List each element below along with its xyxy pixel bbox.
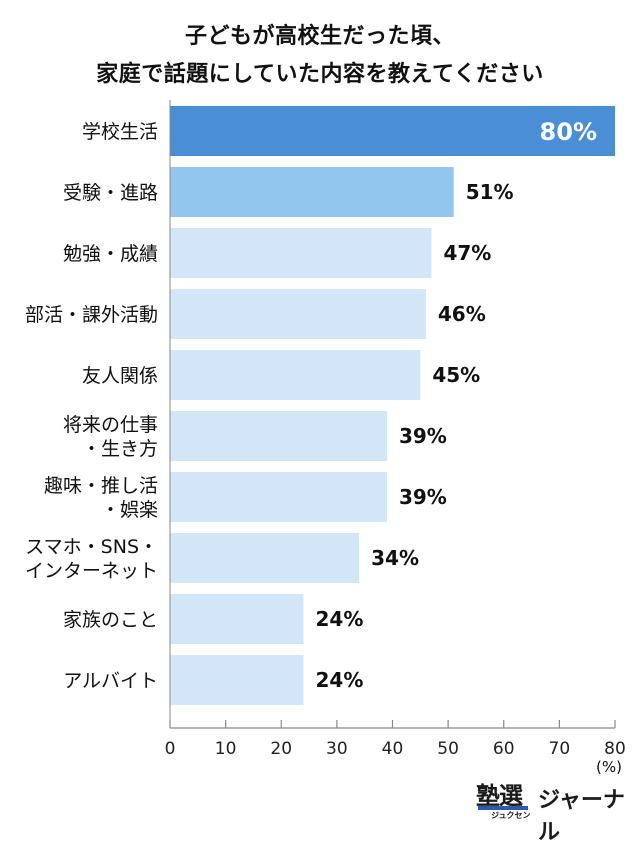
value-label: 34% xyxy=(371,546,419,570)
category-label: アルバイト xyxy=(63,670,158,692)
bar xyxy=(170,594,304,644)
bar xyxy=(170,228,432,278)
category-label: 学校生活 xyxy=(82,121,158,143)
bar xyxy=(170,106,615,156)
brand-underline xyxy=(478,806,528,810)
x-tick-label: 30 xyxy=(326,739,348,759)
brand-main-text: 塾選 xyxy=(476,782,523,810)
bar xyxy=(170,533,360,583)
bar xyxy=(170,411,387,461)
bar xyxy=(170,167,454,217)
brand-journal-text: ジャーナル xyxy=(538,788,625,845)
x-tick-label: 80 xyxy=(604,739,626,759)
axis-unit-label: (%) xyxy=(596,758,622,776)
category-label: 将来の仕事 xyxy=(63,414,158,436)
chart-title-line-2: 家庭で話題にしていた内容を教えてください xyxy=(96,62,544,87)
category-label: ・生き方 xyxy=(82,438,158,460)
x-tick-label: 50 xyxy=(437,739,459,759)
category-label: 勉強・成績 xyxy=(63,243,158,265)
category-label: 家族のこと xyxy=(63,609,158,631)
category-label: ・娯楽 xyxy=(101,499,158,521)
x-tick-label: 40 xyxy=(382,739,404,759)
x-tick-label: 0 xyxy=(165,739,176,759)
x-tick-label: 10 xyxy=(215,739,237,759)
chart-title-line-1: 子どもが高校生だった頃、 xyxy=(184,24,455,49)
category-label: 部活・課外活動 xyxy=(25,304,158,326)
brand-sub-text: ジュクセン xyxy=(491,811,531,820)
x-tick-label: 70 xyxy=(549,739,571,759)
category-label: 受験・進路 xyxy=(63,182,158,204)
category-label: 友人関係 xyxy=(82,365,158,387)
value-label: 51% xyxy=(466,180,514,204)
bar xyxy=(170,289,426,339)
value-label: 39% xyxy=(399,424,447,448)
bar xyxy=(170,472,387,522)
value-label: 80% xyxy=(540,118,597,146)
bar xyxy=(170,350,421,400)
value-label: 47% xyxy=(443,241,491,265)
x-tick-label: 20 xyxy=(270,739,292,759)
value-label: 46% xyxy=(438,302,486,326)
value-label: 24% xyxy=(316,607,364,631)
bar xyxy=(170,655,304,705)
value-label: 45% xyxy=(432,363,480,387)
value-label: 39% xyxy=(399,485,447,509)
category-label: 趣味・推し活 xyxy=(44,475,158,497)
x-tick-label: 60 xyxy=(493,739,515,759)
value-label: 24% xyxy=(316,668,364,692)
brand-logo: 塾選 ジュクセン ジャーナル xyxy=(476,776,636,845)
category-label: インターネット xyxy=(25,560,158,582)
category-label: スマホ・SNS・ xyxy=(25,536,158,558)
